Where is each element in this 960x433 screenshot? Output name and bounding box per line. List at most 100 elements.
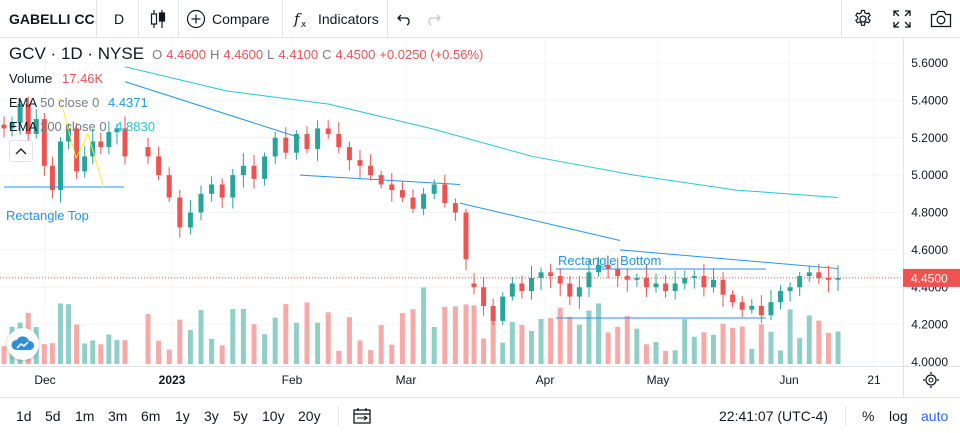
candle-body <box>399 190 405 198</box>
indicators-label: Indicators <box>318 11 379 27</box>
ema50-label: EMA <box>9 95 37 110</box>
volume-bar <box>325 312 331 364</box>
screenshot-button[interactable] <box>929 0 953 38</box>
volume-bar <box>509 321 515 364</box>
range-button-20y[interactable]: 20y <box>298 408 321 424</box>
fullscreen-button[interactable] <box>891 0 913 38</box>
ema50-legend[interactable]: EMA 50 close 0 4.4371 <box>9 95 148 110</box>
time-axis[interactable]: Dec 2023 Feb Mar Apr May Jun 21 <box>34 373 881 387</box>
candle-body <box>701 276 707 288</box>
candle-body <box>768 302 774 316</box>
volume-bar <box>219 345 225 364</box>
range-button-1m[interactable]: 1m <box>75 408 95 424</box>
volume-bar <box>114 340 120 364</box>
volume-bars <box>1 287 841 364</box>
legend-collapse-button[interactable] <box>9 140 33 162</box>
close-label: C <box>322 47 332 62</box>
candle-body <box>368 165 374 176</box>
redo-icon <box>428 14 441 26</box>
drawings[interactable]: Rectangle Top Rectangle Bottom <box>4 97 766 319</box>
high-value: 4.4600 <box>223 47 264 62</box>
range-button-3y[interactable]: 3y <box>204 408 219 424</box>
last-price-label: 4.4500 <box>0 268 960 287</box>
candle-body <box>463 212 469 260</box>
candle-body <box>586 272 592 288</box>
candle-body <box>49 165 55 191</box>
price-tick-label: 5.0000 <box>911 168 948 182</box>
time-tick-label: Apr <box>536 373 555 387</box>
rectangle-bottom-label: Rectangle Bottom <box>558 253 661 268</box>
range-button-5y[interactable]: 5y <box>233 408 248 424</box>
candle-body <box>576 287 582 297</box>
volume-bar <box>251 324 257 364</box>
toolbar-divider <box>387 0 388 38</box>
compare-button[interactable]: Compare <box>186 0 270 38</box>
volume-bar <box>557 307 563 364</box>
timezone-clock[interactable]: 22:41:07 (UTC-4) <box>719 408 828 424</box>
range-button-5d[interactable]: 5d <box>45 408 61 424</box>
volume-bar <box>240 308 246 364</box>
volume-bar <box>471 305 477 364</box>
symbol-search[interactable]: GABELLI CC <box>9 11 95 27</box>
volume-bar <box>605 332 611 364</box>
candle-body <box>758 305 764 316</box>
change-value: +0.0250 (+0.56%) <box>379 47 484 62</box>
interval-button[interactable]: D <box>113 11 125 27</box>
redo-button[interactable] <box>424 0 442 38</box>
candle-body <box>66 128 72 142</box>
candle-body <box>177 197 183 228</box>
candle-body <box>389 184 395 191</box>
chart-type-button[interactable] <box>146 0 170 38</box>
volume-bar <box>710 334 716 364</box>
time-tick-label: Dec <box>34 373 55 387</box>
settings-button[interactable] <box>852 0 874 38</box>
range-button-10y[interactable]: 10y <box>262 408 285 424</box>
volume-bar <box>230 309 236 364</box>
ema-200-line <box>124 66 839 199</box>
undo-button[interactable] <box>396 0 414 38</box>
toolbar-divider <box>282 0 283 38</box>
range-button-6m[interactable]: 6m <box>141 408 161 424</box>
volume-bar <box>389 344 395 364</box>
legend-main-row[interactable]: GCV · 1D · NYSE O 4.4600 H 4.4600 L 4.4100 … <box>9 44 487 64</box>
time-tick-label: May <box>647 373 670 387</box>
tradingview-logo-button[interactable] <box>7 328 39 360</box>
fullscreen-icon <box>893 10 911 28</box>
cloud-logo-icon <box>11 336 35 350</box>
volume-bar <box>431 326 437 364</box>
trend-line <box>59 97 105 189</box>
auto-scale-toggle[interactable]: auto <box>921 408 949 424</box>
candlesticks <box>1 96 841 326</box>
candle-body <box>187 212 193 228</box>
price-axis[interactable]: 5.60005.40005.20005.00004.80004.60004.40… <box>911 56 948 369</box>
volume-legend[interactable]: Volume 17.46K <box>9 71 103 86</box>
price-chart[interactable]: Rectangle Top Rectangle Bottom 5.6000 5.40… <box>0 38 960 397</box>
go-to-date-button[interactable] <box>352 406 372 431</box>
volume-bar <box>283 304 289 364</box>
candle-body <box>557 276 563 284</box>
range-button-1d[interactable]: 1d <box>16 408 32 424</box>
volume-bar <box>49 343 55 364</box>
range-button-1y[interactable]: 1y <box>175 408 190 424</box>
volume-bar <box>262 334 268 364</box>
candle-body <box>528 277 534 291</box>
volume-bar <box>177 319 183 364</box>
ema200-legend[interactable]: EMA 200 close 0 4.8830 <box>9 119 155 134</box>
candle-body <box>17 104 23 123</box>
volume-bar <box>567 316 573 364</box>
range-button-3m[interactable]: 3m <box>108 408 128 424</box>
axis-settings-icon[interactable] <box>923 372 939 388</box>
candle-body <box>272 137 278 157</box>
volume-bar <box>749 348 755 364</box>
candlestick-icon <box>150 10 166 28</box>
time-tick-label: 2023 <box>159 373 186 387</box>
candle-body <box>672 283 678 291</box>
volume-bar <box>519 325 525 364</box>
volume-bar <box>156 340 162 364</box>
ema-50-segment <box>619 249 839 270</box>
percent-scale-toggle[interactable]: % <box>862 408 875 424</box>
candle-body <box>500 296 506 321</box>
log-scale-toggle[interactable]: log <box>889 408 908 424</box>
